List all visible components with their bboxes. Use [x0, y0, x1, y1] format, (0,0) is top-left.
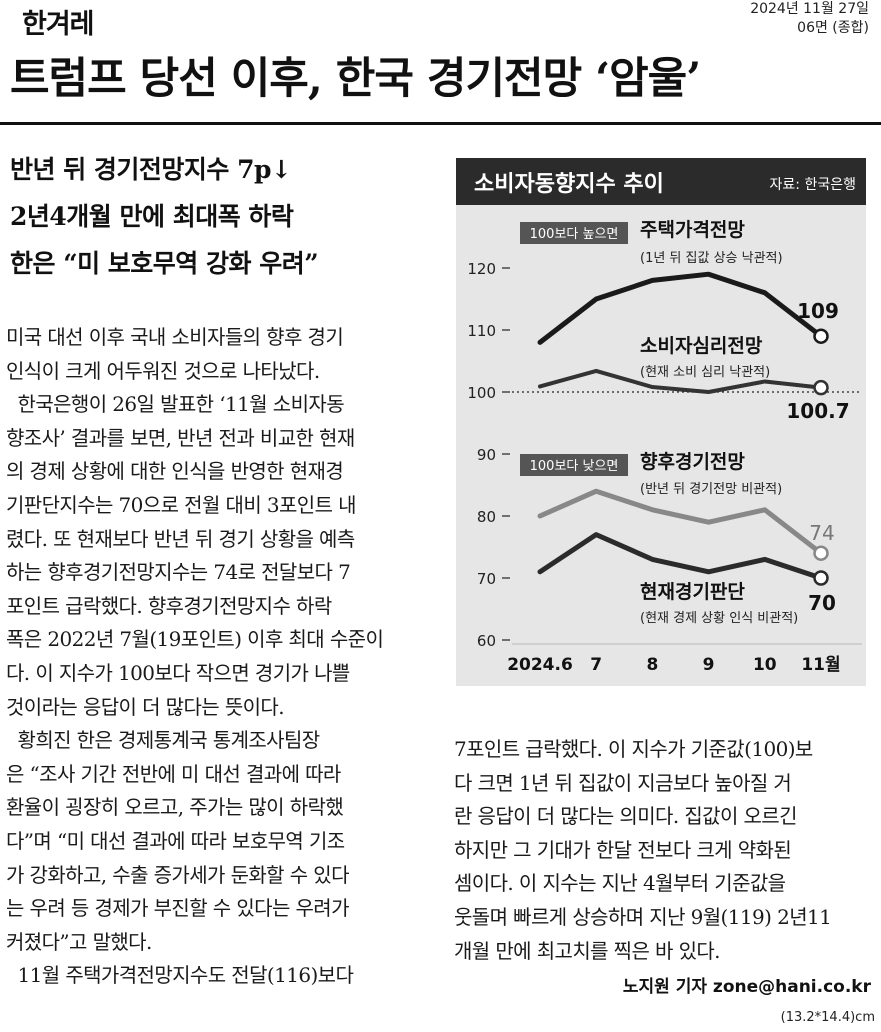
body-left-line: 가 강화하고, 수출 증가세가 둔화할 수 있다	[6, 862, 350, 887]
x-tick-label: 9	[703, 655, 715, 675]
body-left-line: 한국은행이 26일 발표한 ‘11월 소비자동	[6, 392, 345, 417]
series-end-point-2	[813, 545, 829, 561]
body-left-line: 기판단지수는 70으로 전월 대비 3포인트 내	[6, 492, 357, 517]
chart-title: 소비자동향지수 추이	[474, 172, 664, 197]
series-line-1	[538, 368, 823, 394]
subheadline-3: 한은 “미 보호무역 강화 우려”	[10, 249, 319, 278]
body-right-line: 웃돌며 빠르게 상승하며 지난 9월(119) 2년11	[454, 904, 832, 929]
series-line-2	[537, 488, 824, 556]
body-right-line: 란 응답이 더 많다는 의미다. 집값이 오르긴	[454, 804, 798, 829]
badge-below-100-bg	[520, 454, 628, 476]
badge-above-100-bg	[520, 222, 628, 244]
series-desc-0: (1년 뒤 집값 상승 낙관적)	[640, 251, 783, 266]
series-line-0	[537, 271, 824, 345]
body-left-line: 다. 이 지수가 100보다 작으면 경기가 나쁠	[6, 660, 350, 685]
subheadline-1: 반년 뒤 경기전망지수 7p↓	[10, 155, 292, 184]
edition-date: 2024년 11월 27일	[750, 1, 869, 17]
x-tick-label: 7	[590, 655, 602, 675]
body-left-line: 하는 향후경기전망지수는 74로 전달보다 7	[6, 560, 351, 585]
x-tick-label: 2024.6	[507, 655, 573, 675]
masthead-logo: 한겨레	[22, 9, 95, 40]
y-tick-label: 120	[467, 260, 496, 278]
body-right-line: 하지만 그 기대가 한달 전보다 크게 약화된	[454, 837, 792, 862]
body-left-line: 황희진 한은 경제통계국 통계조사팀장	[6, 728, 321, 753]
body-left-line: 향조사’ 결과를 보면, 반년 전과 비교한 현재	[6, 425, 355, 450]
series-line-3	[537, 532, 824, 581]
y-tick-label: 80	[477, 508, 496, 526]
series-end-point-1	[813, 379, 829, 396]
body-left-line: 의 경제 상황에 대한 인식을 반영한 현재경	[6, 459, 344, 484]
edition-info: 2024년 11월 27일 06면 (종합)	[750, 0, 869, 38]
body-right-line: 셈이다. 이 지수는 지난 4월부터 기준값을	[454, 871, 786, 896]
series-desc-3: (현재 경제 상황 인식 비관적)	[640, 611, 798, 626]
body-left-line: 환율이 굉장히 오르고, 주가는 많이 하락했	[6, 795, 344, 820]
y-tick-label: 110	[467, 322, 496, 340]
body-left-line: 렸다. 또 현재보다 반년 뒤 경기 상황을 예측	[6, 526, 355, 551]
subheadline-2: 2년4개월 만에 최대폭 하락	[10, 202, 294, 231]
series-name-3: 현재경기판단	[640, 581, 745, 603]
chart-canvas: 60 70 80 90 100 110 120 2024.6 7 8 9 10 11월 100보다 높으면…	[467, 219, 862, 675]
series-end-point-3	[813, 570, 829, 586]
chart-source: 자료: 한국은행	[769, 177, 856, 193]
series-desc-2: (반년 뒤 경기전망 비관적)	[640, 482, 782, 497]
badge-below-100: 100보다 낮으면	[530, 459, 619, 474]
y-tick-label: 100	[467, 384, 496, 402]
edition-section: 06면 (종합)	[797, 20, 869, 36]
body-left-line: 커졌다”고 말했다.	[6, 929, 152, 954]
headline-rule	[0, 122, 881, 125]
series-end-label-2: 74	[809, 521, 834, 545]
x-tick-label: 11월	[801, 655, 840, 675]
body-left-line: 는 우려 등 경제가 부진할 수 있다는 우려가	[6, 896, 350, 921]
series-name-1: 소비자심리전망	[640, 335, 763, 357]
badge-above-100: 100보다 높으면	[530, 227, 619, 242]
y-tick-label: 60	[477, 632, 496, 650]
chart-consumer-index: 60 70 80 90 100 110 120 2024.6 7 8 9 10 11월 100보다 높으면…	[456, 158, 866, 686]
body-right-line: 7포인트 급락했다. 이 지수가 기준값(100)보	[454, 737, 813, 761]
headline: 트럼프 당선 이후, 한국 경기전망 ‘암울’	[10, 54, 701, 104]
series-name-2: 향후경기전망	[640, 451, 745, 473]
body-left-line: 은 “조사 기간 전반에 미 대선 결과에 따라	[6, 761, 341, 786]
series-end-label-1: 100.7	[786, 399, 849, 423]
body-left-line: 포인트 급락했다. 향후경기전망지수 하락	[6, 593, 332, 618]
body-left-line: 것이라는 응답이 더 많다는 뜻이다.	[6, 694, 285, 719]
chart-header: 소비자동향지수 추이 자료: 한국은행	[456, 158, 866, 205]
body-left-line: 11월 주택가격전망지수도 전달(116)보다	[6, 963, 354, 988]
x-tick-label: 8	[646, 655, 658, 675]
series-desc-1: (현재 소비 심리 낙관적)	[640, 365, 770, 380]
body-right-line: 다 크면 1년 뒤 집값이 지금보다 높아질 거	[454, 770, 792, 795]
body-left-line: 폭은 2022년 7월(19포인트) 이후 최대 수준이	[6, 627, 384, 652]
size-note: (13.2*14.4)cm	[780, 1010, 875, 1025]
series-name-0: 주택가격전망	[640, 219, 745, 241]
byline: 노지원 기자 zone@hani.co.kr	[622, 977, 871, 997]
series-end-point-0	[813, 328, 829, 344]
body-left-line: 미국 대선 이후 국내 소비자들의 향후 경기	[6, 325, 344, 349]
body-right-line: 개월 만에 최고치를 찍은 바 있다.	[454, 938, 721, 963]
body-left-line: 다”며 “미 대선 결과에 따라 보호무역 기조	[6, 828, 345, 853]
x-tick-label: 10	[753, 655, 777, 675]
body-left-line: 인식이 크게 어두워진 것으로 나타났다.	[6, 358, 320, 383]
series-end-label-3: 70	[808, 591, 836, 615]
series-end-label-0: 109	[797, 299, 839, 323]
y-tick-label: 90	[477, 446, 496, 464]
y-tick-label: 70	[477, 570, 496, 588]
